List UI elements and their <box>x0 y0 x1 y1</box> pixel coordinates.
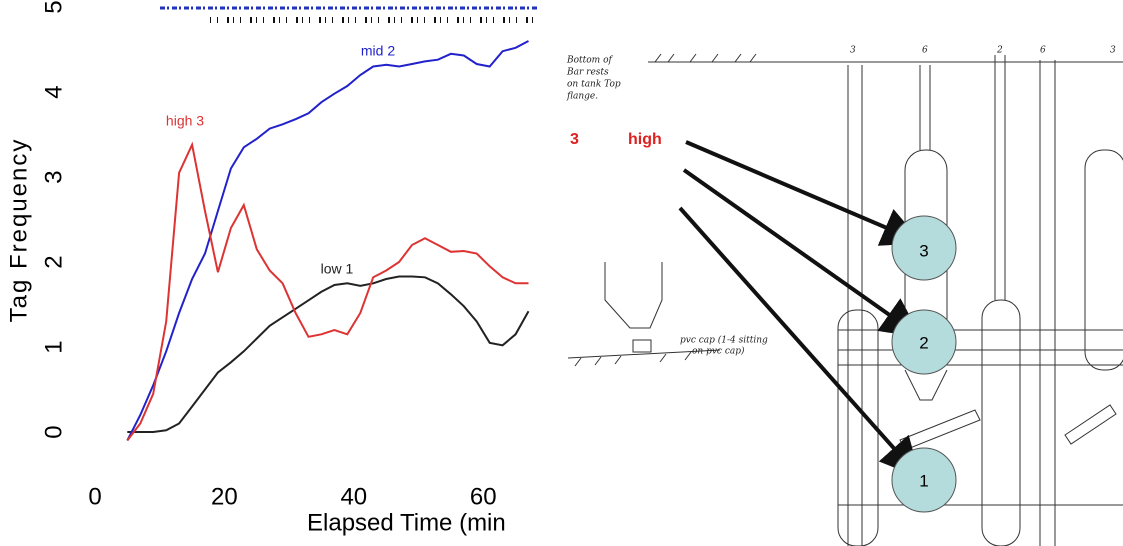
series-line <box>126 141 529 442</box>
column <box>981 299 1021 546</box>
bucket-sketch <box>604 262 663 329</box>
series-label: low 1 <box>321 261 354 277</box>
series-line <box>127 275 530 433</box>
cap-note: on pvc cap) <box>692 346 745 357</box>
y-tick-label: 0 <box>40 425 67 438</box>
column-label: 6 <box>1040 46 1046 56</box>
y-tick-label: 1 <box>40 340 67 353</box>
y-tick-label: 4 <box>40 85 67 98</box>
ground <box>567 349 721 359</box>
arrow <box>682 168 922 338</box>
callout-number: 3 <box>570 131 579 148</box>
circle-marker <box>891 215 957 281</box>
circle-label: 2 <box>919 333 928 352</box>
column-label: 2 <box>996 46 1003 56</box>
callout-label: high <box>628 131 662 148</box>
series-label: high 3 <box>166 113 204 129</box>
hatch <box>574 351 692 367</box>
pvc-cap <box>632 339 652 353</box>
y-axis-label: Tag Frequency <box>5 138 32 323</box>
circle-label: 3 <box>919 241 928 260</box>
x-tick-label: 60 <box>470 483 497 510</box>
column-label: 3 <box>850 46 856 56</box>
y-tick-label: 5 <box>40 0 67 13</box>
column <box>837 309 879 546</box>
y-tick-label: 3 <box>40 170 67 183</box>
x-axis-label: Elapsed Time (min <box>307 509 506 536</box>
x-tick-label: 40 <box>340 483 367 510</box>
cap-note: pvc cap (1-4 sitting <box>680 335 768 346</box>
series-line <box>126 40 529 441</box>
note-line: on tank Top <box>567 80 621 90</box>
arrow <box>685 140 923 246</box>
x-tick-label: 0 <box>88 483 101 510</box>
column-label: 6 <box>922 46 928 56</box>
x-tick-label: 20 <box>211 483 238 510</box>
series-label: mid 2 <box>361 43 395 59</box>
circle-marker <box>891 309 957 375</box>
hatch <box>654 53 757 63</box>
note-line: Bar rests <box>566 68 609 78</box>
cone <box>904 369 948 401</box>
strut <box>899 404 1117 451</box>
chart: Tag Frequency Elapsed Time (min 0 20 40 60 0… <box>5 0 537 536</box>
column-label: 3 <box>1110 46 1116 56</box>
diagram: Bottom of Bar rests on tank Top flange. … <box>566 46 1123 546</box>
tank <box>1084 149 1123 371</box>
note-line: Bottom of <box>566 56 613 66</box>
circle-marker <box>891 447 957 513</box>
y-tick-label: 2 <box>40 255 67 268</box>
arrow <box>678 206 921 478</box>
circle-label: 1 <box>919 471 928 490</box>
note-line: flange. <box>566 92 598 102</box>
